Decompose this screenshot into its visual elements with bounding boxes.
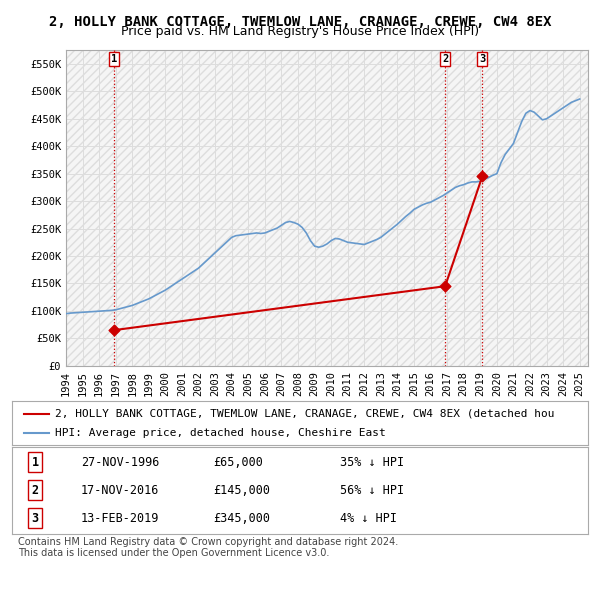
Text: 27-NOV-1996: 27-NOV-1996 — [81, 456, 160, 469]
Text: 35% ↓ HPI: 35% ↓ HPI — [340, 456, 404, 469]
Point — [440, 281, 450, 291]
Text: £145,000: £145,000 — [214, 484, 271, 497]
Text: 2, HOLLY BANK COTTAGE, TWEMLOW LANE, CRANAGE, CREWE, CW4 8EX: 2, HOLLY BANK COTTAGE, TWEMLOW LANE, CRA… — [49, 15, 551, 29]
Text: 1: 1 — [111, 54, 118, 64]
Text: 3: 3 — [31, 512, 38, 525]
Text: £65,000: £65,000 — [214, 456, 263, 469]
Text: 2, HOLLY BANK COTTAGE, TWEMLOW LANE, CRANAGE, CREWE, CW4 8EX (detached hou: 2, HOLLY BANK COTTAGE, TWEMLOW LANE, CRA… — [55, 409, 555, 418]
Text: 3: 3 — [479, 54, 485, 64]
Text: 1: 1 — [31, 456, 38, 469]
Text: 2: 2 — [442, 54, 448, 64]
Point — [478, 172, 487, 181]
Text: 4% ↓ HPI: 4% ↓ HPI — [340, 512, 397, 525]
Text: HPI: Average price, detached house, Cheshire East: HPI: Average price, detached house, Ches… — [55, 428, 386, 438]
Text: Contains HM Land Registry data © Crown copyright and database right 2024.
This d: Contains HM Land Registry data © Crown c… — [18, 537, 398, 559]
Point — [109, 326, 119, 335]
Text: 56% ↓ HPI: 56% ↓ HPI — [340, 484, 404, 497]
Text: 2: 2 — [31, 484, 38, 497]
Text: Price paid vs. HM Land Registry's House Price Index (HPI): Price paid vs. HM Land Registry's House … — [121, 25, 479, 38]
Text: 13-FEB-2019: 13-FEB-2019 — [81, 512, 160, 525]
Text: £345,000: £345,000 — [214, 512, 271, 525]
Text: 17-NOV-2016: 17-NOV-2016 — [81, 484, 160, 497]
